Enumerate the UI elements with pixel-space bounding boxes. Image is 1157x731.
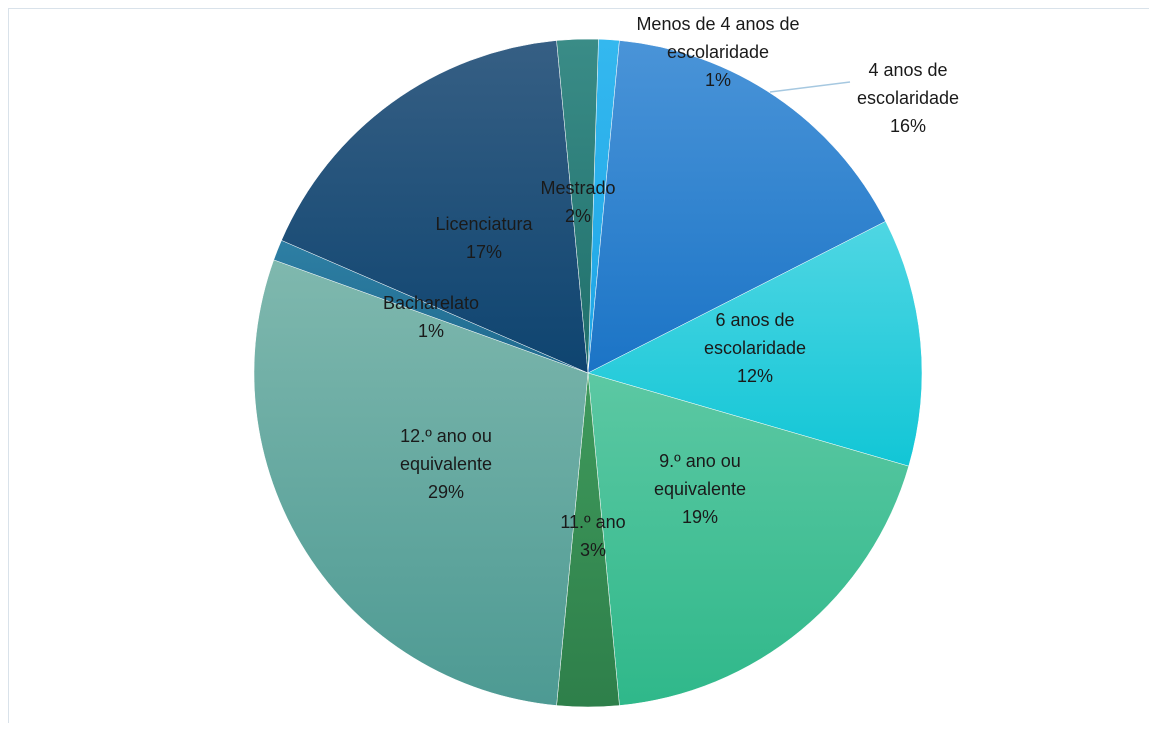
leader-line [769, 81, 851, 93]
slice-label-4: 9.º ano ou equivalente 19% [654, 451, 746, 527]
slice-label-2: 4 anos de escolaridade 16% [857, 60, 959, 136]
pie-slice-8 [281, 40, 589, 374]
slice-label-8: Licenciatura 17% [435, 214, 533, 262]
slice-label-1: Menos de 4 anos de escolaridade 1% [636, 14, 799, 90]
slice-label-3: 6 anos de escolaridade 12% [704, 310, 806, 386]
pie-slice-2 [587, 40, 886, 374]
slice-label-6: 12.º ano ou equivalente 29% [400, 426, 492, 502]
pie-slice-3 [587, 221, 923, 467]
slice-label-7: Bacharelato 1% [383, 293, 479, 341]
slice-label-9: Mestrado 2% [540, 178, 615, 226]
pie-slice-4 [587, 372, 910, 706]
slice-label-5: 11.º ano 3% [560, 512, 625, 560]
pie-slice-6 [253, 259, 589, 706]
pie-slice-9 [556, 38, 599, 374]
